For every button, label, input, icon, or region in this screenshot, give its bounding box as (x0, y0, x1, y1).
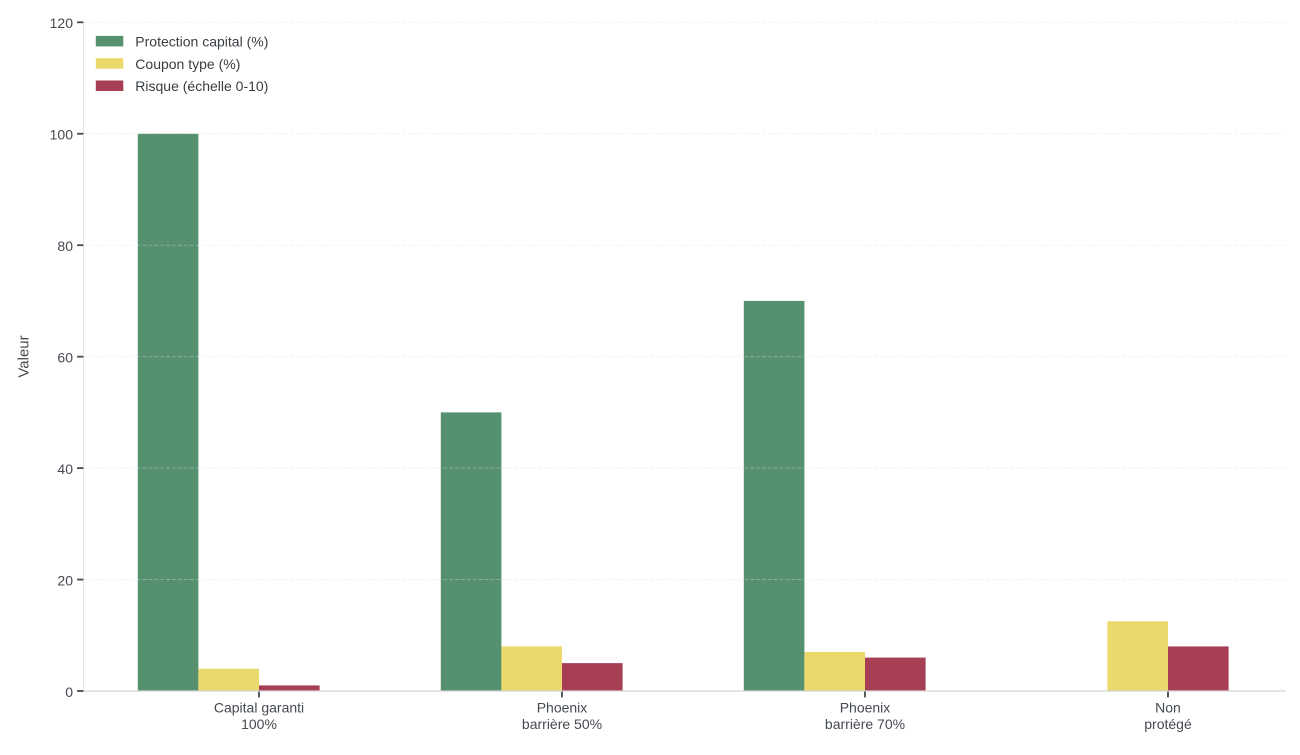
svg-text:Capital garanti: Capital garanti (214, 699, 304, 715)
svg-text:120: 120 (50, 15, 74, 31)
svg-text:Risque (échelle 0-10): Risque (échelle 0-10) (135, 78, 268, 94)
svg-text:barrière 50%: barrière 50% (522, 716, 602, 732)
svg-text:Coupon type (%): Coupon type (%) (135, 56, 240, 72)
svg-text:Phoenix: Phoenix (537, 699, 588, 715)
svg-text:Protection capital (%): Protection capital (%) (135, 34, 268, 50)
svg-text:100%: 100% (241, 716, 277, 732)
svg-text:Non: Non (1155, 699, 1181, 715)
svg-text:Phoenix: Phoenix (840, 699, 891, 715)
svg-text:100: 100 (50, 127, 74, 143)
svg-text:Valeur: Valeur (16, 335, 33, 377)
svg-text:0: 0 (65, 684, 73, 700)
svg-text:40: 40 (57, 461, 73, 477)
svg-text:80: 80 (57, 238, 73, 254)
svg-text:protégé: protégé (1144, 716, 1192, 732)
svg-text:barrière 70%: barrière 70% (825, 716, 905, 732)
svg-text:60: 60 (57, 349, 73, 365)
svg-text:20: 20 (57, 572, 73, 588)
